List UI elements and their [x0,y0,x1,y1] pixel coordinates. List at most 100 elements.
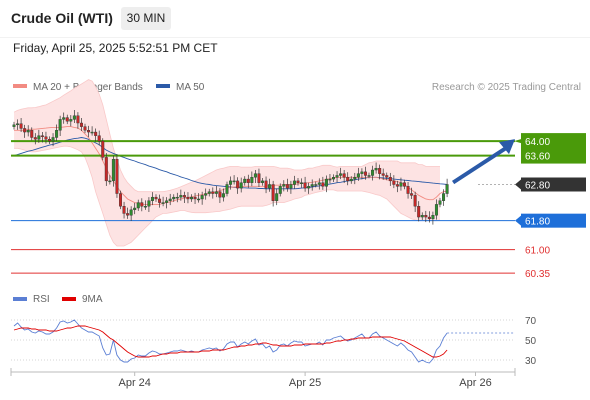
candle-body [211,191,215,194]
candle-body [182,195,186,198]
candle-body [296,180,300,183]
candle-body [108,180,112,183]
candle-body [275,193,279,201]
candle-body [381,173,385,176]
candle-body [253,173,257,178]
level-label-pointer-pivot [515,215,521,226]
candle-body [250,177,254,183]
candle-body [434,204,438,216]
candle-body [292,180,296,185]
candle-body [115,158,119,194]
candle-body [58,119,62,131]
candle-body [72,115,76,120]
candle-body [51,137,55,142]
candlesticks [12,109,449,225]
candle-body [161,202,165,204]
candle-body [79,122,83,127]
candle-body [410,193,414,196]
candle-body [236,180,240,189]
candle-body [175,196,179,199]
candle-body [392,180,396,185]
candle-body [150,196,154,201]
candle-body [442,193,446,201]
candle-body [30,130,34,138]
candle-body [317,182,321,185]
level-label-60-35: 60.35 [525,269,550,280]
legend-label-9ma: 9MA [82,294,103,305]
candle-body [129,209,133,216]
candle-body [367,175,371,177]
candle-body [16,123,20,126]
rsi-gridlines: 70 50 30 [11,316,537,367]
candle-body [218,191,222,198]
candle-body [346,177,350,182]
candle-body [385,175,389,178]
candle-body [104,157,108,182]
candle-body [303,182,307,189]
candle-body [268,184,272,189]
level-label-63-60: 63.60 [525,152,550,163]
candle-body [179,195,183,198]
level-label-61-80: 61.80 [525,217,550,228]
candle-body [97,135,101,142]
candle-body [118,193,122,207]
candle-body [395,184,399,187]
candle-body [261,180,265,183]
candle-body [413,195,417,207]
candle-body [111,158,115,182]
candle-body [12,124,16,127]
candle-body [424,215,428,218]
candle-body [19,123,23,129]
candle-body [154,196,158,200]
candle-body [62,117,66,120]
legend-label-rsi: RSI [33,294,50,305]
rsi-line [13,319,448,364]
candle-body [147,200,151,207]
candle-body [342,173,346,178]
candle-body [257,173,261,183]
legend-swatch-ma50 [156,84,170,88]
candle-body [427,216,431,220]
rsi-legend: RSI 9MA [13,294,103,305]
candle-body [264,180,268,189]
candle-body [278,186,282,194]
candle-body [87,130,91,133]
candle-body [69,119,73,122]
candle-body [26,130,30,133]
candle-body [300,182,304,184]
candle-body [94,131,98,136]
bollinger-upper-line [13,79,440,193]
candle-body [420,215,424,218]
level-label-box-current [521,177,586,192]
candle-body [406,186,410,194]
candle-body [445,184,449,194]
candle-body [431,215,435,220]
forecast-arrow-head [499,139,515,155]
x-tick-label: Apr 24 [118,377,150,389]
candle-body [126,213,130,216]
candle-body [335,175,339,178]
candle-body [76,115,80,124]
legend-swatch-ma20 [13,84,27,88]
candle-body [83,126,87,131]
candle-body [282,184,286,187]
candle-body [356,173,360,178]
rsi-tick-30: 30 [525,356,537,367]
candle-body [388,177,392,182]
rsi-tick-50: 50 [525,336,537,347]
candle-body [122,205,126,214]
candle-body [229,180,233,185]
top-bar: Crude Oil (WTI) 30 MIN [0,0,590,38]
candle-body [65,117,69,122]
interval-badge[interactable]: 30 MIN [121,7,171,30]
candle-body [243,178,247,183]
candle-body [349,178,353,182]
candle-body [23,128,27,133]
candle-body [289,184,293,189]
candle-body [168,198,172,201]
candle-body [403,182,407,187]
candle-body [232,180,236,183]
level-label-62-80: 62.80 [525,181,550,192]
candle-body [374,168,378,171]
research-credit: Research © 2025 Trading Central [432,82,581,93]
